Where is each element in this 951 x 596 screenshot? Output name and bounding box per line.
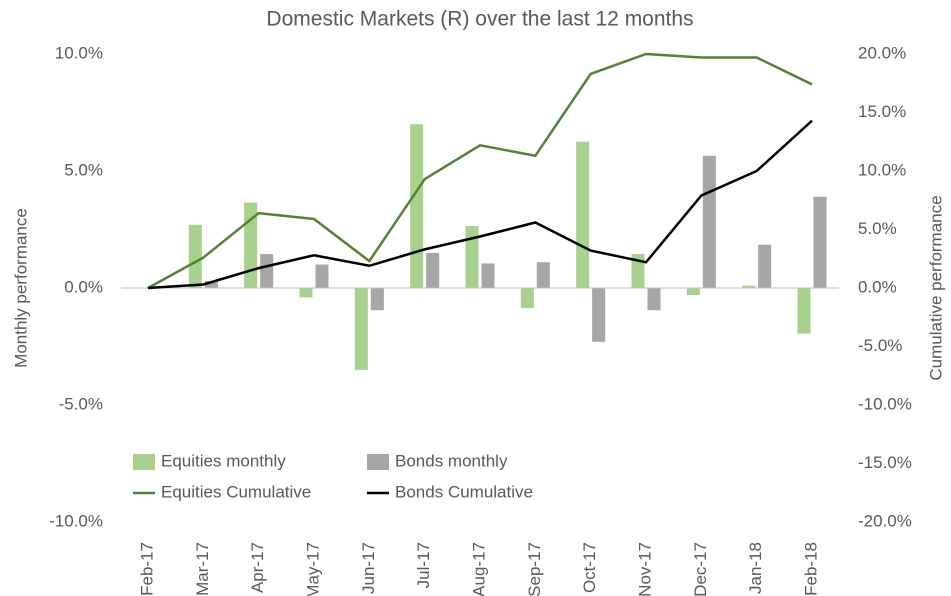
- bar: [742, 285, 756, 288]
- y-tick-label: -10.0%: [49, 511, 103, 530]
- y2-tick-label: -10.0%: [858, 394, 912, 413]
- bar: [299, 288, 313, 298]
- x-tick-label: May-17: [303, 542, 322, 596]
- bar: [592, 288, 606, 342]
- bar: [758, 244, 772, 288]
- bar: [260, 254, 274, 288]
- y-tick-label: -5.0%: [59, 394, 103, 413]
- x-tick-label: Apr-17: [248, 542, 267, 593]
- y2-tick-label: 0.0%: [858, 277, 897, 296]
- bar: [702, 155, 716, 288]
- bar: [481, 263, 495, 288]
- bar: [204, 280, 218, 288]
- legend-swatch: [367, 454, 389, 470]
- bar: [426, 252, 440, 288]
- x-tick-label: Nov-17: [635, 542, 654, 596]
- bar: [631, 254, 645, 288]
- y-tick-label: 5.0%: [64, 160, 103, 179]
- x-tick-label: Jul-17: [414, 542, 433, 588]
- legend-label: Bonds Cumulative: [395, 482, 533, 501]
- y2-tick-label: 15.0%: [858, 102, 906, 121]
- bar: [520, 288, 534, 308]
- y2-tick-label: -20.0%: [858, 511, 912, 530]
- legend-label: Bonds monthly: [395, 451, 508, 470]
- bar: [315, 264, 329, 288]
- x-tick-label: Dec-17: [691, 542, 710, 596]
- bar: [797, 288, 811, 334]
- y-tick-label: 0.0%: [64, 277, 103, 296]
- bar: [465, 225, 479, 288]
- bar: [536, 262, 550, 288]
- bar: [813, 196, 827, 288]
- bar: [647, 288, 661, 311]
- x-tick-label: Jun-17: [359, 542, 378, 594]
- legend-label: Equities Cumulative: [161, 482, 311, 501]
- y2-tick-label: 5.0%: [858, 219, 897, 238]
- bar: [410, 124, 424, 288]
- x-tick-label: Feb-18: [801, 542, 820, 596]
- y2-tick-label: -15.0%: [858, 453, 912, 472]
- x-tick-label: Aug-17: [469, 542, 488, 596]
- x-tick-label: Mar-17: [193, 542, 212, 596]
- bar: [244, 202, 258, 288]
- x-tick-label: Sep-17: [525, 542, 544, 596]
- y-axis-label: Monthly performance: [11, 208, 30, 368]
- bar: [576, 141, 590, 288]
- y-tick-label: 10.0%: [55, 43, 103, 62]
- x-tick-label: Oct-17: [580, 542, 599, 593]
- line-series: [147, 119, 813, 290]
- legend-label: Equities monthly: [161, 451, 286, 470]
- legend-swatch: [133, 454, 155, 470]
- bar: [370, 288, 384, 311]
- y2-tick-label: 20.0%: [858, 43, 906, 62]
- y2-tick-label: 10.0%: [858, 160, 906, 179]
- bar: [354, 288, 368, 370]
- x-tick-label: Jan-18: [746, 542, 765, 594]
- y2-axis-label: Cumulative performance: [926, 195, 945, 380]
- bar: [188, 224, 202, 288]
- chart-title: Domestic Markets (R) over the last 12 mo…: [266, 8, 693, 31]
- bar: [686, 288, 700, 296]
- line-series: [147, 52, 813, 290]
- y2-tick-label: -5.0%: [858, 336, 902, 355]
- x-tick-label: Feb-17: [137, 542, 156, 596]
